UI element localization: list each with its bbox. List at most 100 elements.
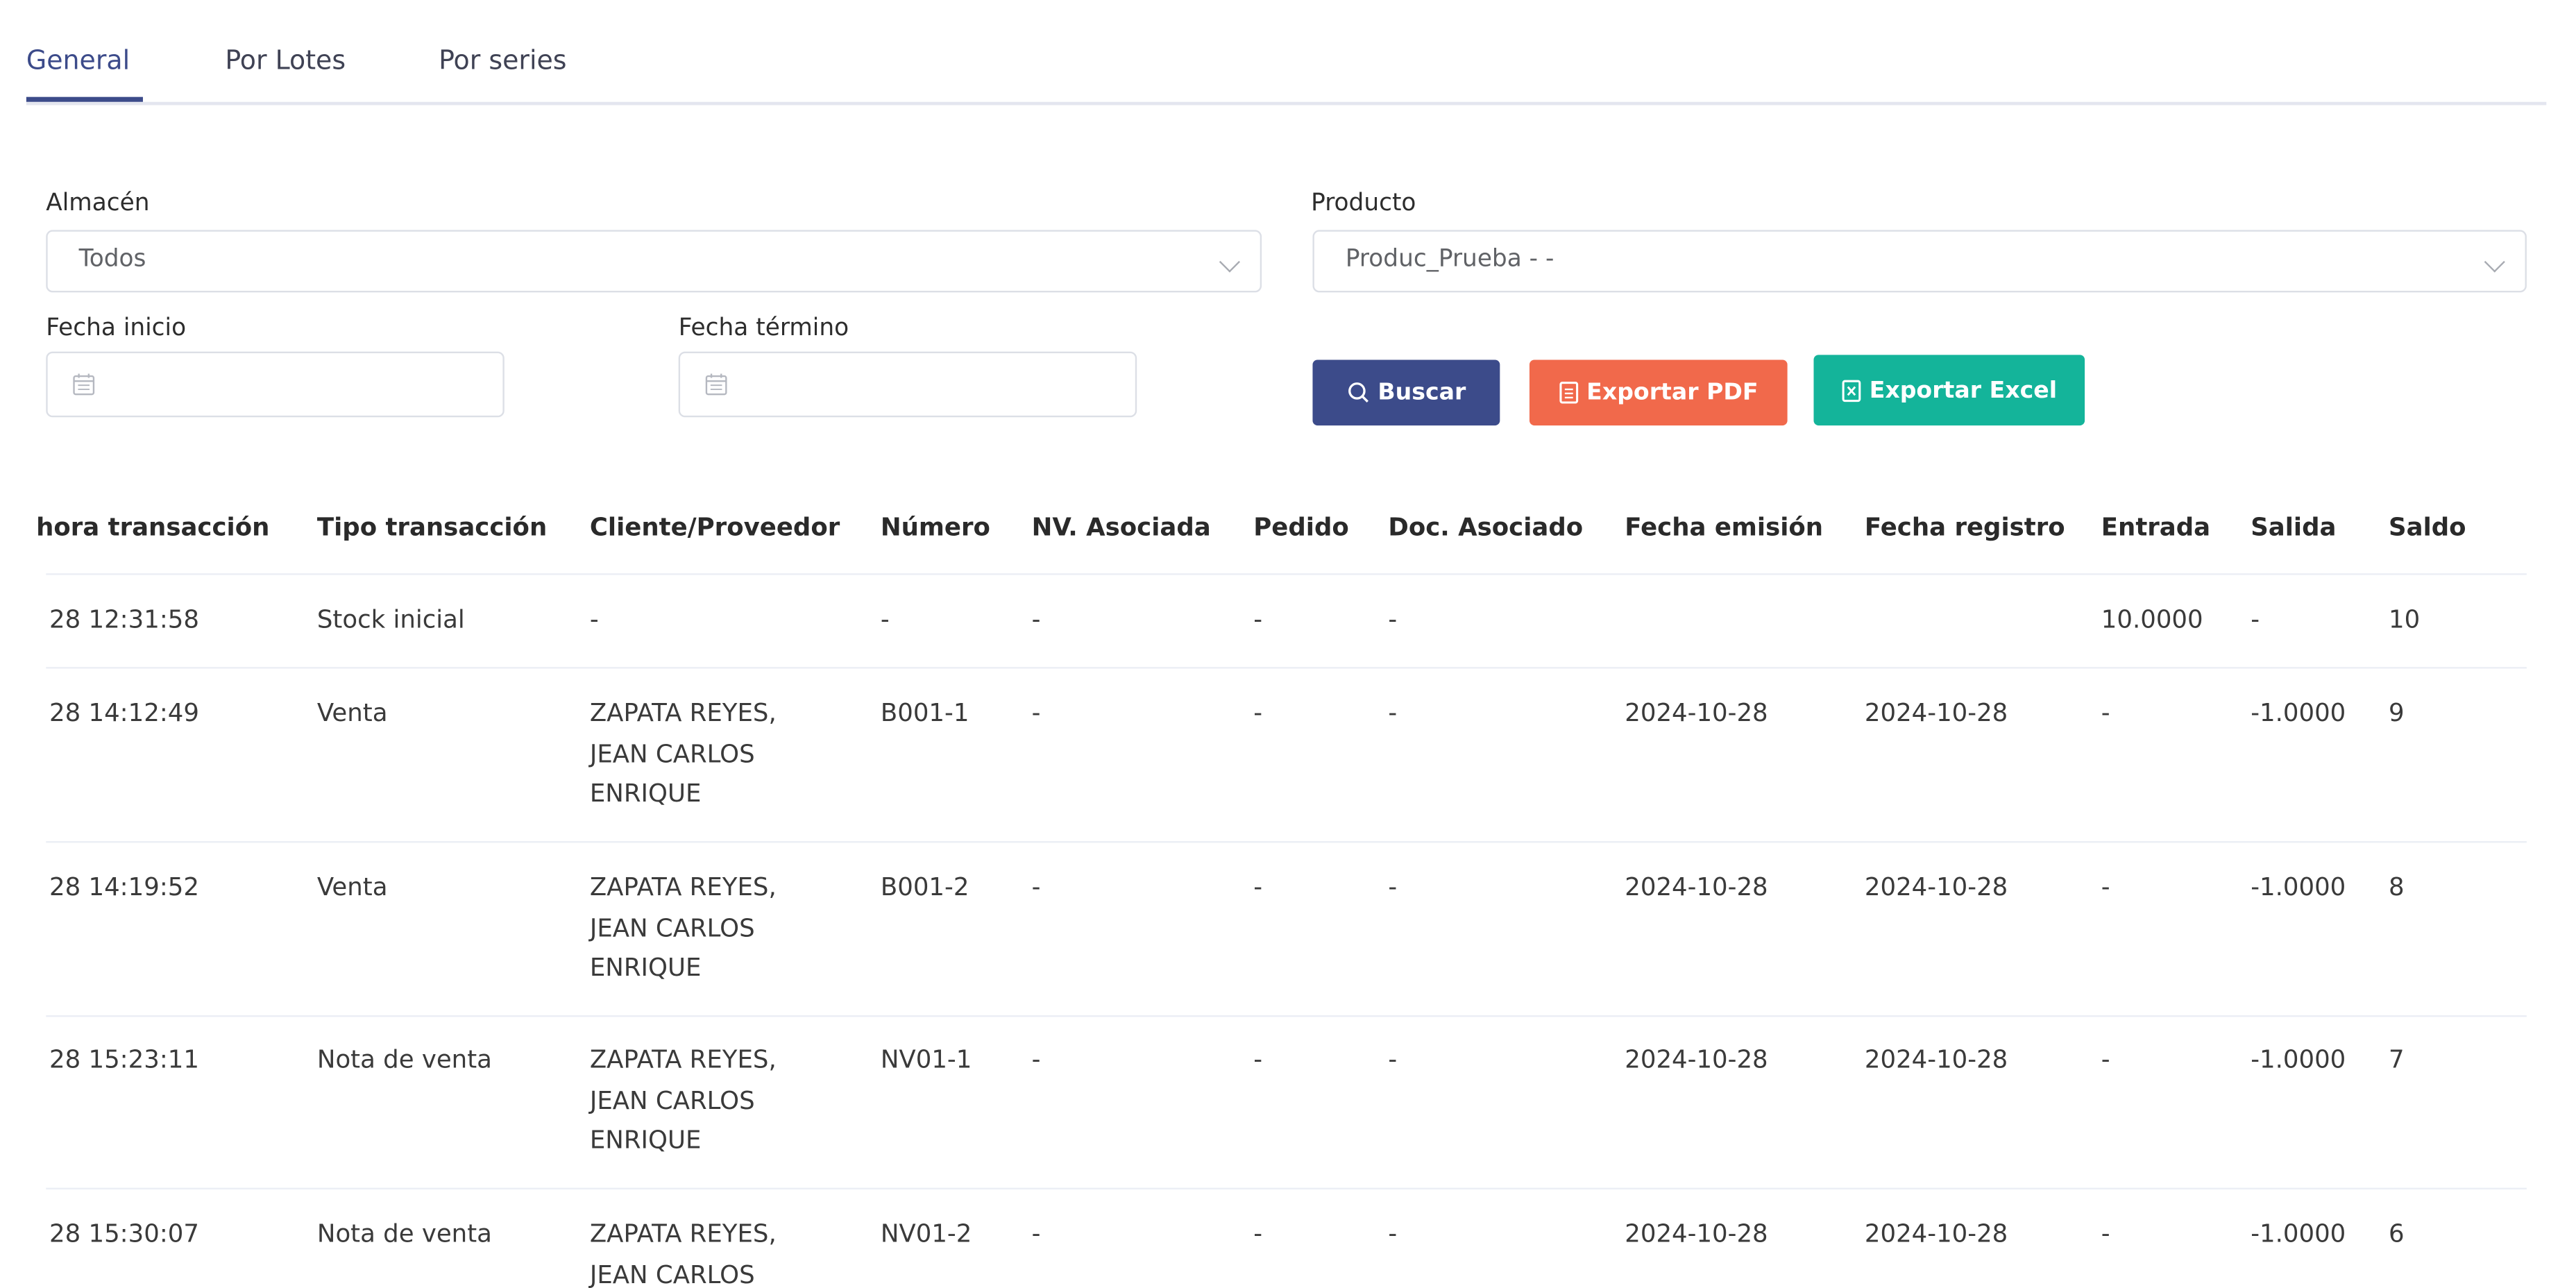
tab-por-series[interactable]: Por series <box>439 44 567 76</box>
col-tipo-transaccion: Tipo transacción <box>316 512 548 543</box>
cell-doc-asociado: - <box>1388 872 1398 902</box>
col-fecha-emision: Fecha emisión <box>1625 512 1824 543</box>
cell-fecha-emision: 2024-10-28 <box>1625 1219 1768 1249</box>
cell-nv-asociada: - <box>1031 698 1041 728</box>
col-hora-transaccion: hora transacción <box>36 512 270 543</box>
cell-fecha-registro: 2024-10-28 <box>1864 698 2008 728</box>
col-entrada: Entrada <box>2101 512 2211 543</box>
producto-value: Produc_Prueba - - <box>1345 246 1554 273</box>
col-pedido: Pedido <box>1253 512 1349 543</box>
cell-salida: -1.0000 <box>2251 872 2346 902</box>
cell-tipo: Venta <box>316 872 388 902</box>
cell-cliente: - <box>589 604 599 634</box>
cell-cliente: ZAPATA REYES, JEAN CARLOS <box>589 1219 777 1288</box>
cell-tipo: Stock inicial <box>316 604 465 634</box>
cell-numero: - <box>880 604 890 634</box>
cell-entrada: - <box>2101 1219 2110 1249</box>
cell-fecha-registro: 2024-10-28 <box>1864 1044 2008 1075</box>
cell-doc-asociado: - <box>1388 1044 1398 1075</box>
cell-numero: NV01-2 <box>880 1219 972 1249</box>
producto-select[interactable]: Produc_Prueba - - <box>1312 230 2527 293</box>
almacen-select[interactable]: Todos <box>46 230 1262 293</box>
cell-pedido: - <box>1253 1219 1263 1249</box>
cell-nv-asociada: - <box>1031 872 1041 902</box>
cell-hora: 28 14:12:49 <box>49 698 199 728</box>
header-divider <box>46 573 2527 575</box>
row-divider <box>46 667 2527 669</box>
cell-fecha-registro: 2024-10-28 <box>1864 1219 2008 1249</box>
cell-tipo: Venta <box>316 698 388 728</box>
cell-saldo: 10 <box>2389 604 2421 634</box>
row-divider <box>46 841 2527 843</box>
cell-hora: 28 14:19:52 <box>49 872 199 902</box>
cell-salida: -1.0000 <box>2251 1219 2346 1249</box>
cell-saldo: 9 <box>2389 698 2405 728</box>
cell-saldo: 6 <box>2389 1219 2405 1249</box>
cell-entrada: 10.0000 <box>2101 604 2203 634</box>
cell-doc-asociado: - <box>1388 1219 1398 1249</box>
cell-pedido: - <box>1253 604 1263 634</box>
cell-saldo: 7 <box>2389 1044 2405 1075</box>
cell-pedido: - <box>1253 872 1263 902</box>
cell-salida: -1.0000 <box>2251 698 2346 728</box>
cell-fecha-emision: 2024-10-28 <box>1625 698 1768 728</box>
col-doc-asociado: Doc. Asociado <box>1388 512 1584 543</box>
exportar-pdf-button[interactable]: Exportar PDF <box>1529 359 1788 426</box>
exportar-excel-label: Exportar Excel <box>1869 377 2058 404</box>
cell-fecha-emision: 2024-10-28 <box>1625 872 1768 902</box>
active-tab-indicator <box>26 96 143 102</box>
col-fecha-registro: Fecha registro <box>1864 512 2065 543</box>
almacen-label: Almacén <box>46 190 150 217</box>
cell-tipo: Nota de venta <box>316 1219 492 1249</box>
calendar-icon <box>73 373 95 396</box>
buscar-label: Buscar <box>1378 379 1466 406</box>
tab-general[interactable]: General <box>26 44 130 76</box>
col-salida: Salida <box>2251 512 2337 543</box>
tab-por-lotes[interactable]: Por Lotes <box>225 44 346 76</box>
cell-hora: 28 12:31:58 <box>49 604 199 634</box>
col-numero: Número <box>880 512 990 543</box>
cell-doc-asociado: - <box>1388 698 1398 728</box>
cell-fecha-emision: 2024-10-28 <box>1625 1044 1768 1075</box>
cell-cliente: ZAPATA REYES, JEAN CARLOS ENRIQUE <box>589 872 777 983</box>
almacen-value: Todos <box>78 246 146 273</box>
exportar-pdf-label: Exportar PDF <box>1586 379 1759 406</box>
cell-entrada: - <box>2101 872 2110 902</box>
col-saldo: Saldo <box>2389 512 2466 543</box>
col-cliente-proveedor: Cliente/Proveedor <box>589 512 840 543</box>
cell-pedido: - <box>1253 698 1263 728</box>
tab-bar: General Por Lotes Por series <box>26 0 2547 105</box>
cell-fecha-registro: 2024-10-28 <box>1864 872 2008 902</box>
fecha-inicio-input[interactable] <box>46 351 505 418</box>
cell-salida: -1.0000 <box>2251 1044 2346 1075</box>
cell-numero: NV01-1 <box>880 1044 972 1075</box>
producto-label: Producto <box>1311 190 1416 217</box>
cell-cliente: ZAPATA REYES, JEAN CARLOS ENRIQUE <box>589 1044 777 1155</box>
cell-nv-asociada: - <box>1031 1219 1041 1249</box>
cell-cliente: ZAPATA REYES, JEAN CARLOS ENRIQUE <box>589 698 777 808</box>
calendar-icon <box>705 373 727 396</box>
cell-salida: - <box>2251 604 2260 634</box>
cell-tipo: Nota de venta <box>316 1044 492 1075</box>
search-icon <box>1348 382 1368 402</box>
document-icon <box>1559 382 1578 404</box>
cell-entrada: - <box>2101 698 2110 728</box>
cell-saldo: 8 <box>2389 872 2405 902</box>
cell-numero: B001-1 <box>880 698 969 728</box>
cell-hora: 28 15:23:11 <box>49 1044 199 1075</box>
cell-nv-asociada: - <box>1031 1044 1041 1075</box>
exportar-excel-button[interactable]: Exportar Excel <box>1813 355 2085 426</box>
cell-hora: 28 15:30:07 <box>49 1219 199 1249</box>
cell-numero: B001-2 <box>880 872 969 902</box>
excel-file-icon <box>1842 379 1861 401</box>
fecha-termino-label: Fecha término <box>678 315 849 342</box>
row-divider <box>46 1187 2527 1189</box>
buscar-button[interactable]: Buscar <box>1312 359 1500 426</box>
cell-nv-asociada: - <box>1031 604 1041 634</box>
fecha-inicio-label: Fecha inicio <box>46 315 187 342</box>
row-divider <box>46 1015 2527 1017</box>
cell-doc-asociado: - <box>1388 604 1398 634</box>
fecha-termino-input[interactable] <box>678 351 1137 418</box>
col-nv-asociada: NV. Asociada <box>1031 512 1211 543</box>
